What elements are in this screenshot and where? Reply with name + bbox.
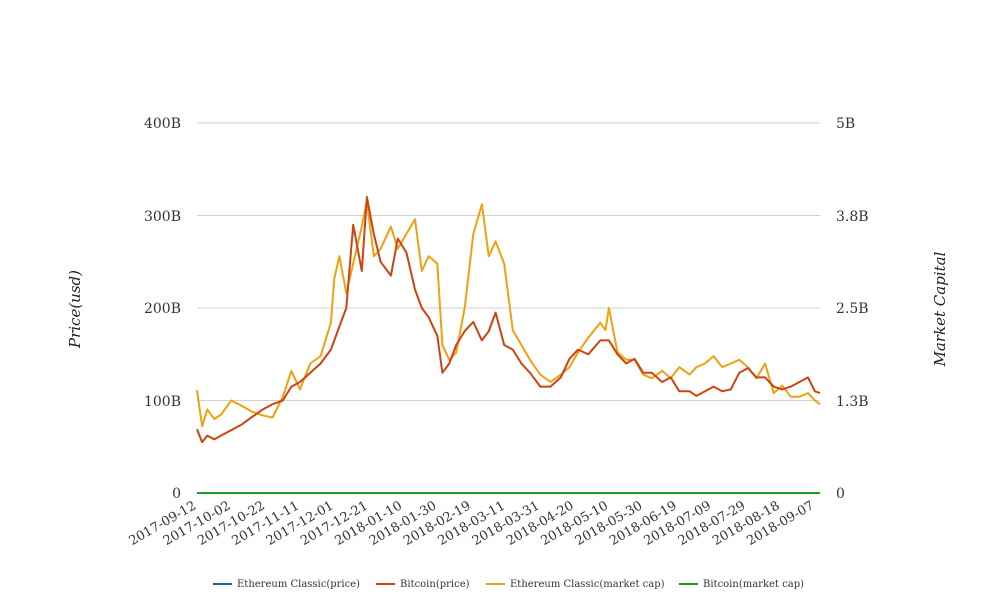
left-tick-label: 300B [144,209,181,225]
left-tick-label: 400B [144,116,181,132]
left-axis-ticks: 0 100B 200B 300B 400B [144,116,181,502]
legend-label: Bitcoin(market cap) [703,579,804,590]
legend: Ethereum Classic(price) Bitcoin(price) Eth… [213,579,804,590]
series-line-1 [196,196,821,444]
right-tick-label: 0 [836,486,845,502]
legend-label: Ethereum Classic(price) [237,579,360,590]
right-tick-label: 5B [836,116,855,132]
y-axis-right-title: Market Capital [931,251,949,367]
right-tick-label: 3.8B [836,209,869,225]
series-line-2 [196,199,821,428]
gridlines [197,122,820,494]
right-tick-label: 2.5B [836,301,869,317]
y-axis-left-title: Price(usd) [66,270,84,349]
left-tick-label: 200B [144,301,181,317]
legend-label: Ethereum Classic(market cap) [510,579,665,590]
left-tick-label: 0 [172,486,181,502]
x-axis-ticks: 2017-09-122017-10-022017-10-222017-11-11… [127,498,817,548]
legend-label: Bitcoin(price) [400,579,470,590]
right-tick-label: 1.3B [836,394,869,410]
left-tick-label: 100B [144,394,181,410]
series-lines [196,196,821,494]
right-axis-ticks: 0 1.3B 2.5B 3.8B 5B [836,116,869,502]
